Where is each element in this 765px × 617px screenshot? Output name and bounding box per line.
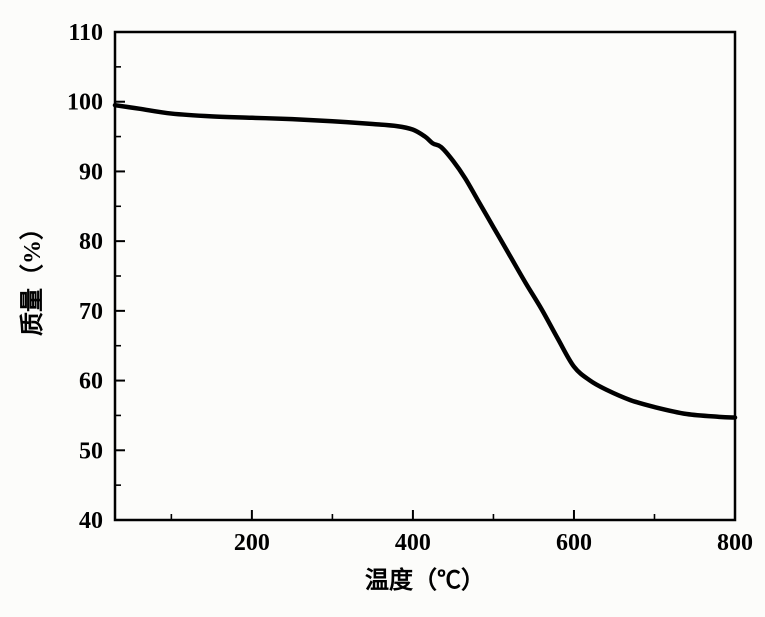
x-tick-label: 800 — [717, 530, 753, 556]
y-tick-label: 70 — [79, 299, 103, 325]
x-tick-label: 400 — [395, 530, 431, 556]
y-tick-label: 90 — [79, 159, 103, 185]
y-tick-label: 60 — [79, 369, 103, 395]
y-tick-label: 100 — [67, 90, 103, 116]
y-tick-label: 80 — [79, 229, 103, 255]
y-axis-label: 质量（%） — [19, 216, 46, 336]
data-line-mass-loss — [115, 105, 735, 417]
x-tick-label: 600 — [556, 530, 592, 556]
x-tick-label: 200 — [234, 530, 270, 556]
tga-chart: 200 400 600 800 40 50 60 70 80 90 100 110 温度（℃） 质量（%） — [0, 0, 765, 617]
y-tick-label: 40 — [79, 508, 103, 534]
plot-border — [115, 32, 735, 520]
x-axis-label: 温度（℃） — [365, 566, 485, 594]
chart-svg: 200 400 600 800 40 50 60 70 80 90 100 110 温度（℃） 质量（%） — [0, 0, 765, 617]
y-tick-label: 50 — [79, 438, 103, 464]
y-tick-label: 110 — [68, 20, 103, 46]
